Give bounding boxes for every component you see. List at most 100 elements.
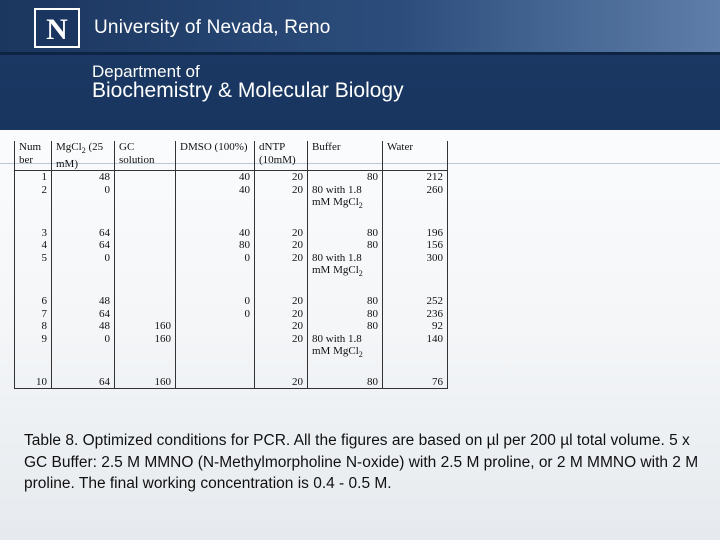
table-cell: 48 [51, 295, 115, 308]
table-cell: 236 [382, 307, 448, 321]
table-gap-cell [175, 281, 255, 296]
table-gap-cell [382, 212, 448, 227]
table-cell: 9 [14, 332, 52, 362]
table-caption: Table 8. Optimized conditions for PCR. A… [24, 432, 699, 492]
table-gap-cell [114, 212, 176, 227]
table-cell: 40 [175, 226, 255, 240]
table-cell [114, 183, 176, 213]
table-cell: 20 [254, 226, 308, 240]
table-cell [114, 239, 176, 252]
table-cell: 1 [14, 170, 52, 184]
table-cell: 80 with 1.8 mM MgCl2 [307, 332, 383, 362]
table-gap-cell [51, 361, 115, 376]
header-top-bar [0, 0, 720, 52]
table-cell: 196 [382, 226, 448, 240]
table-cell: 20 [254, 239, 308, 252]
table-cell [114, 251, 176, 282]
table-cell: 160 [114, 332, 176, 362]
table-cell: 10 [14, 375, 52, 390]
table-cell: 80 [307, 226, 383, 240]
column-header: DMSO (100%) [175, 141, 255, 172]
university-name: University of Nevada, Reno [94, 17, 331, 38]
table-row: 2 0 40 20 80 with 1.8 mM MgCl2 260 [14, 183, 448, 213]
table-cell: 80 [307, 239, 383, 252]
table-cell: 20 [254, 375, 308, 390]
table-cell: 212 [382, 170, 448, 184]
table-gap-cell [14, 212, 52, 227]
table-cell: 20 [254, 332, 308, 362]
table-gap-cell [175, 361, 255, 376]
column-header: dNTP (10mM) [254, 141, 308, 172]
table-cell [114, 226, 176, 240]
table-row: 6 48 0 20 80 252 [14, 295, 448, 308]
table-gap-cell [307, 281, 383, 296]
table-cell: 0 [175, 251, 255, 282]
table-cell: 20 [254, 183, 308, 213]
table-cell: 0 [51, 332, 115, 362]
table-gap-row [14, 281, 448, 296]
logo-letter: N [46, 13, 68, 46]
table-cell: 80 [307, 320, 383, 333]
table-gap-cell [382, 281, 448, 296]
table-cell: 260 [382, 183, 448, 213]
table-row: 3 64 40 20 80 196 [14, 226, 448, 240]
table-row: 5 0 0 20 80 with 1.8 mM MgCl2 300 [14, 251, 448, 282]
table-cell: 0 [175, 307, 255, 321]
column-header: Water [382, 141, 448, 172]
table-cell [114, 307, 176, 321]
department-label: Department of [92, 62, 200, 81]
table-gap-cell [51, 281, 115, 296]
table-cell: 140 [382, 332, 448, 362]
header-divider [0, 52, 720, 55]
table-cell: 64 [51, 307, 115, 321]
table-gap-row [14, 361, 448, 376]
table-cell: 48 [51, 320, 115, 333]
column-header: MgCl2 (25 mM) [51, 141, 115, 172]
table-cell: 3 [14, 226, 52, 240]
table-row: 1 48 40 20 80 212 [14, 170, 448, 184]
table-cell: 40 [175, 183, 255, 213]
table-cell: 20 [254, 295, 308, 308]
table-cell: 156 [382, 239, 448, 252]
column-header: Num ber [14, 141, 52, 172]
university-logo: N [34, 8, 80, 48]
table-cell: 80 [307, 170, 383, 184]
table-cell: 64 [51, 239, 115, 252]
table-cell: 80 with 1.8 mM MgCl2 [307, 251, 383, 282]
column-header: GC solution [114, 141, 176, 172]
table-cell: 80 [175, 239, 255, 252]
table-gap-cell [382, 361, 448, 376]
table-row: 10 64 160 20 80 76 [14, 375, 448, 390]
table-cell: 92 [382, 320, 448, 333]
table-cell: 80 [307, 375, 383, 390]
table-row: 7 64 0 20 80 236 [14, 307, 448, 321]
department-name: Biochemistry & Molecular Biology [92, 79, 404, 102]
table-cell: 0 [51, 251, 115, 282]
table-header-row: Num ber MgCl2 (25 mM) GC solution DMSO (100… [14, 141, 448, 172]
table-cell: 20 [254, 170, 308, 184]
table-gap-cell [307, 212, 383, 227]
table-gap-row [14, 212, 448, 227]
table-cell: 80 [307, 307, 383, 321]
table-gap-cell [307, 361, 383, 376]
table-row: 4 64 80 20 80 156 [14, 239, 448, 252]
table-row: 8 48 160 20 80 92 [14, 320, 448, 333]
table-cell: 300 [382, 251, 448, 282]
table-gap-cell [175, 212, 255, 227]
table-gap-cell [51, 212, 115, 227]
table-cell: 7 [14, 307, 52, 321]
table-cell: 80 with 1.8 mM MgCl2 [307, 183, 383, 213]
table-cell: 80 [307, 295, 383, 308]
table-cell: 6 [14, 295, 52, 308]
table-cell: 160 [114, 375, 176, 390]
table-cell: 252 [382, 295, 448, 308]
table-cell: 40 [175, 170, 255, 184]
table-cell [114, 295, 176, 308]
table-gap-cell [114, 361, 176, 376]
table-cell [175, 320, 255, 333]
table-cell: 0 [51, 183, 115, 213]
table-cell: 8 [14, 320, 52, 333]
table-cell: 20 [254, 251, 308, 282]
table-gap-cell [14, 281, 52, 296]
table-cell: 20 [254, 307, 308, 321]
